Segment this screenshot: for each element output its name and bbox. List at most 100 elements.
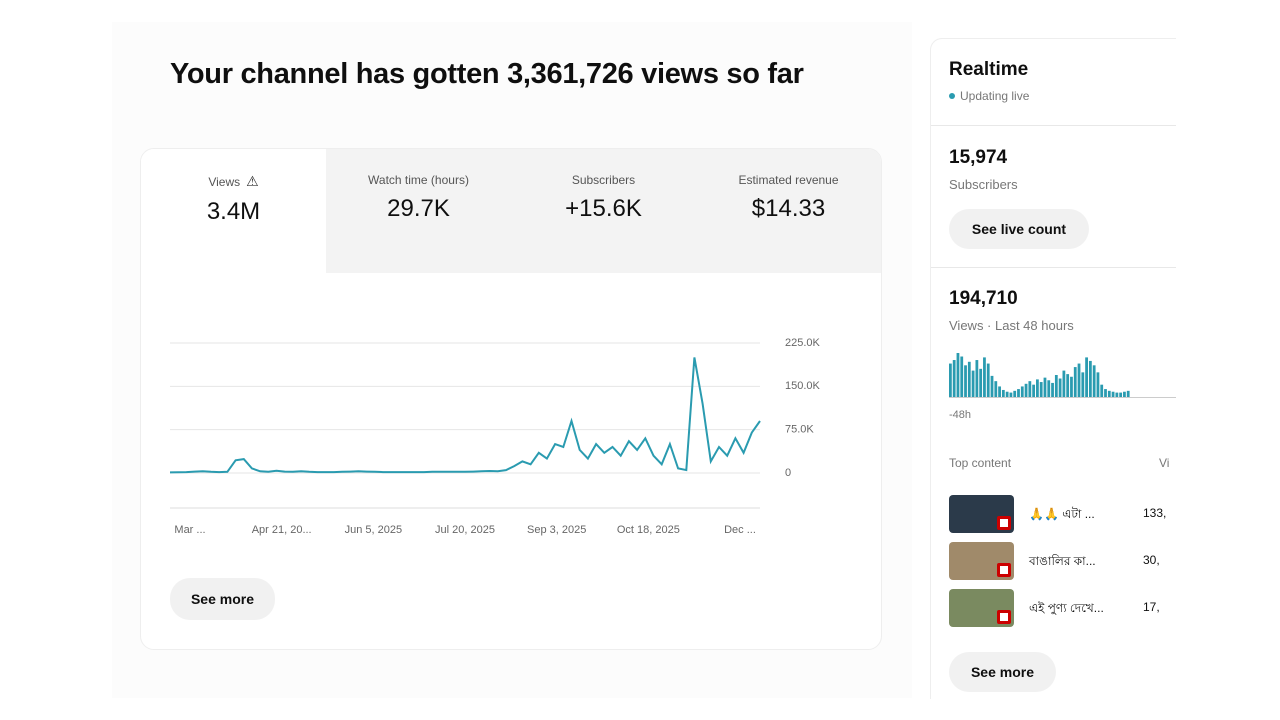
video-title[interactable]: এই পুণ্য দেখে...	[1029, 601, 1104, 615]
top-content-title: Top content	[949, 456, 1012, 470]
live-dot	[949, 93, 955, 99]
views-label: Views · Last 48 hours	[949, 318, 1074, 333]
x-tick-label: Jul 20, 2025	[435, 524, 495, 536]
bar	[1039, 382, 1043, 397]
y-tick-label: 75.0K	[785, 424, 814, 436]
metric-tab[interactable]: Subscribers +15.6K	[511, 149, 696, 273]
bar	[1043, 377, 1047, 397]
bar	[1013, 390, 1017, 397]
bar	[1126, 390, 1130, 397]
subscriber-label: Subscribers	[949, 177, 1018, 192]
bar	[1020, 386, 1024, 397]
metric-value: $14.33	[751, 195, 826, 222]
bar	[1096, 372, 1100, 397]
views-chart: 0 75.0K 150.0K 225.0K Mar ... Apr 21, 20... Ju…	[169, 337, 821, 536]
analytics-panel: Views ⚠ 3.4M Watch time (hours) 29.7K Subscri…	[140, 148, 882, 650]
warning-icon: ⚠	[246, 173, 259, 189]
bar	[990, 375, 994, 397]
bar	[971, 370, 975, 397]
bar	[979, 368, 983, 397]
x-tick-label: Oct 18, 2025	[617, 524, 680, 536]
realtime-panel: Realtime Updating live 15,974 Subscriber…	[930, 38, 1176, 699]
bar	[1115, 392, 1119, 397]
thumbnail-badge	[997, 610, 1011, 624]
y-tick-label: 0	[785, 467, 791, 479]
metric-label: Subscribers	[571, 173, 636, 187]
x-tick-label: Sep 3, 2025	[527, 524, 586, 536]
bar	[1062, 370, 1066, 397]
metric-label: Estimated revenue	[738, 173, 839, 187]
bar	[998, 386, 1001, 397]
bar	[1017, 389, 1020, 397]
bar	[1054, 375, 1058, 397]
x-tick-label: Apr 21, 20...	[252, 524, 312, 536]
views-count: 194,710	[949, 288, 1018, 309]
metric-tabs: Views ⚠ 3.4M Watch time (hours) 29.7K Subscri…	[141, 149, 881, 273]
bar	[1077, 363, 1081, 397]
bar	[1088, 360, 1092, 397]
thumbnail-badge	[997, 563, 1011, 577]
thumbnail-badge	[997, 516, 1011, 530]
bar	[960, 356, 964, 397]
bar	[1066, 374, 1070, 397]
bar	[949, 363, 952, 397]
video-views: 133,	[1143, 506, 1167, 520]
page-title: Your channel has gotten 3,361,726 views …	[170, 58, 804, 90]
bar	[1123, 391, 1126, 397]
see-more-button[interactable]: See more	[170, 578, 275, 620]
bar	[952, 360, 956, 397]
bar	[1036, 379, 1039, 397]
views-column: Vi	[1159, 456, 1170, 470]
bar	[983, 357, 986, 397]
metric-label: Views ⚠	[208, 173, 259, 189]
bar	[1009, 392, 1013, 397]
metric-tab[interactable]: Views ⚠ 3.4M	[141, 149, 326, 273]
metric-tab[interactable]: Estimated revenue $14.33	[696, 149, 881, 273]
bar	[1100, 384, 1104, 397]
bar	[1047, 380, 1051, 397]
subscriber-count: 15,974	[949, 147, 1008, 168]
realtime-title: Realtime	[949, 59, 1029, 80]
bar	[1092, 365, 1096, 397]
video-title[interactable]: বাঙালির কা...	[1029, 554, 1096, 568]
metric-value: 3.4M	[206, 198, 261, 225]
line-series	[169, 357, 761, 474]
bar	[1073, 367, 1077, 397]
y-tick-label: 225.0K	[785, 337, 821, 349]
bar	[1085, 357, 1088, 397]
bar	[1119, 392, 1123, 397]
status-text: Updating live	[960, 89, 1030, 103]
bar	[964, 365, 967, 397]
x-tick-label: Jun 5, 2025	[345, 524, 403, 536]
x-tick-label: Dec ...	[724, 524, 756, 536]
bar	[1081, 372, 1085, 397]
bar	[1051, 382, 1054, 397]
live-count-button[interactable]: See live count	[949, 209, 1089, 249]
bar	[1032, 384, 1036, 397]
bar	[1104, 389, 1107, 397]
metric-value: 29.7K	[387, 195, 450, 222]
video-thumbnail	[949, 589, 1014, 627]
metric-tab[interactable]: Watch time (hours) 29.7K	[326, 149, 511, 273]
x-tick-label: Mar ...	[174, 524, 205, 536]
video-title[interactable]: 🙏🙏 এটা ...	[1029, 507, 1095, 521]
video-views: 17,	[1143, 600, 1160, 614]
bar	[1028, 381, 1032, 397]
bar	[975, 360, 979, 397]
start-label: -48h	[949, 409, 972, 421]
bar	[986, 363, 990, 397]
realtime-chart	[949, 353, 1176, 398]
bar	[1058, 378, 1062, 397]
video-thumbnail	[949, 495, 1014, 533]
bar	[1107, 390, 1111, 397]
divider	[931, 125, 1176, 126]
bar	[1005, 391, 1009, 397]
metric-value: +15.6K	[565, 195, 642, 222]
metric-label: Watch time (hours)	[368, 173, 469, 187]
bar	[1070, 376, 1073, 397]
realtime-see-more[interactable]: See more	[949, 652, 1056, 692]
bar	[1001, 389, 1005, 397]
bar	[967, 361, 971, 397]
live-status: Updating live	[949, 89, 1029, 103]
